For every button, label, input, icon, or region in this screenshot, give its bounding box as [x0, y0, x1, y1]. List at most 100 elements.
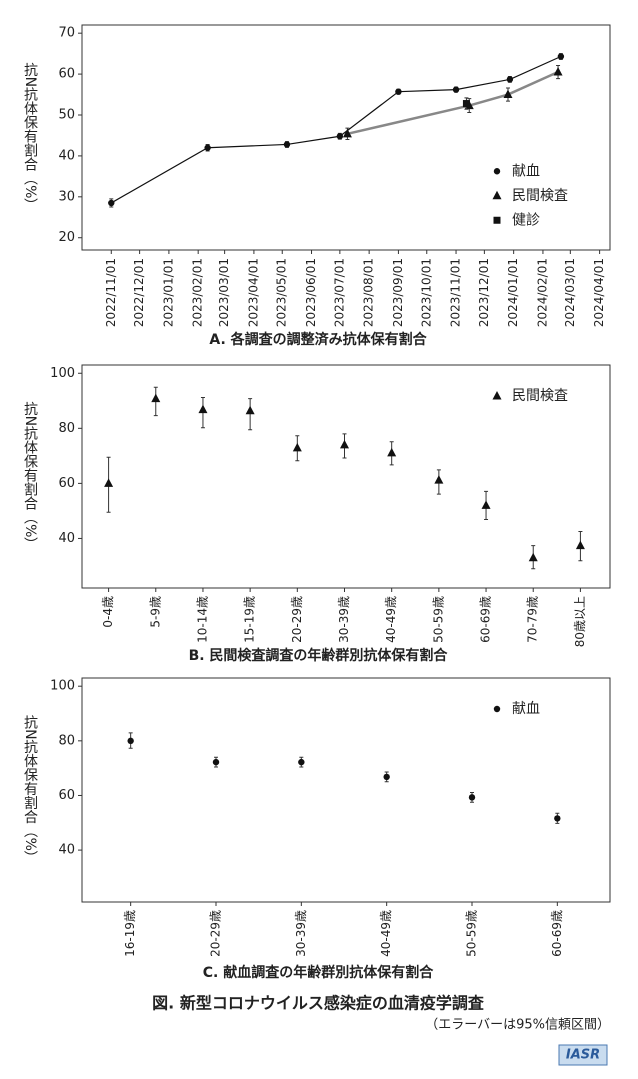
x-tick-label: 2023/11/01 [449, 258, 463, 327]
marker [462, 100, 470, 108]
x-tick-label: 16-19歳 [123, 910, 137, 957]
marker [554, 815, 561, 822]
legend-marker [492, 190, 502, 200]
x-tick-label: 60-69歳 [550, 910, 564, 957]
y-tick-label: 60 [58, 476, 75, 491]
marker [434, 475, 444, 484]
x-tick-label: 50-59歳 [431, 596, 445, 643]
x-tick-label: 30-39歳 [294, 910, 308, 957]
legend-marker [493, 705, 501, 713]
x-tick-label: 2023/12/01 [477, 258, 491, 327]
x-tick-label: 40-49歳 [379, 910, 393, 957]
figure-title: 図. 新型コロナウイルス感染症の血清疫学調査 [152, 994, 484, 1013]
plot-frame [81, 677, 611, 903]
marker [575, 540, 585, 550]
marker [292, 442, 302, 452]
marker [395, 88, 402, 95]
x-tick-label: 2024/04/01 [592, 258, 606, 327]
marker [298, 758, 305, 766]
logo-box [558, 1044, 608, 1066]
marker [468, 794, 476, 801]
y-tick-label: 100 [50, 679, 75, 694]
x-tick-label: 2022/12/01 [132, 258, 146, 327]
legend-marker [493, 168, 501, 175]
chart-title: A. 各調査の調整済み抗体保有割合 [209, 331, 427, 348]
marker [342, 128, 352, 138]
chart-title: C. 献血調査の年齢群別抗体保有割合 [203, 964, 434, 981]
x-tick-label: 2024/03/01 [563, 258, 577, 327]
x-tick-label: 0-4歳 [101, 596, 115, 628]
x-tick-label: 2023/04/01 [246, 258, 260, 327]
y-axis-label: 抗N抗体保有割合（%） [22, 715, 38, 865]
x-tick-label: 20-29歳 [290, 596, 304, 643]
x-tick-label: 5-9歳 [148, 596, 162, 628]
y-tick-label: 80 [58, 421, 75, 436]
y-tick-label: 30 [58, 189, 75, 204]
y-tick-label: 70 [58, 26, 75, 41]
y-tick-label: 40 [58, 531, 75, 546]
legend-label: 健診 [512, 212, 540, 228]
marker [557, 53, 565, 60]
y-tick-label: 40 [58, 843, 75, 858]
y-axis-label: 抗N抗体保有割合（%） [22, 402, 38, 552]
y-tick-label: 60 [58, 788, 75, 803]
y-tick-label: 80 [58, 733, 75, 748]
marker [340, 439, 349, 449]
legend-label: 民間検査 [512, 388, 568, 404]
x-tick-label: 2023/07/01 [332, 258, 346, 327]
y-tick-label: 20 [58, 230, 75, 245]
x-tick-label: 2023/06/01 [304, 258, 318, 327]
x-tick-label: 15-19歳 [243, 596, 257, 643]
marker [245, 405, 255, 415]
marker [204, 144, 211, 151]
x-tick-label: 2023/10/01 [419, 258, 433, 327]
x-tick-label: 2022/11/01 [104, 258, 118, 327]
legend-label: 献血 [512, 701, 540, 717]
x-tick-label: 50-59歳 [465, 910, 479, 957]
figure-note: （エラーバーは95%信頼区間） [425, 1018, 610, 1033]
y-tick-label: 100 [50, 366, 75, 381]
logo: IASR [566, 1048, 600, 1063]
y-tick-label: 50 [58, 108, 75, 123]
marker [481, 500, 491, 509]
y-tick-label: 40 [58, 148, 75, 163]
x-tick-label: 2023/02/01 [191, 258, 205, 327]
marker [212, 758, 220, 766]
marker [127, 737, 134, 745]
x-tick-label: 80歳以上 [573, 596, 587, 647]
marker [104, 478, 114, 487]
marker [452, 86, 460, 93]
y-axis-label: 抗N抗体保有割合（%） [22, 63, 38, 213]
x-tick-label: 10-14歳 [195, 596, 209, 643]
x-tick-label: 2024/01/01 [506, 258, 520, 327]
y-tick-label: 60 [58, 67, 75, 82]
x-tick-label: 20-29歳 [209, 910, 223, 957]
marker [387, 447, 397, 457]
plot-frame [81, 364, 611, 589]
marker [283, 141, 291, 148]
x-tick-label: 40-49歳 [384, 596, 398, 643]
marker [198, 404, 208, 414]
x-tick-label: 2023/03/01 [217, 258, 231, 327]
series-line [110, 55, 562, 204]
legend-marker [492, 391, 502, 400]
x-tick-label: 60-69歳 [479, 596, 493, 643]
x-tick-label: 2023/05/01 [275, 258, 289, 327]
series-line [347, 70, 559, 136]
x-tick-label: 70-79歳 [526, 596, 540, 643]
marker [108, 199, 115, 207]
marker [151, 393, 161, 403]
marker [336, 133, 344, 140]
x-tick-label: 2024/02/01 [535, 258, 549, 327]
plot-frame [81, 24, 611, 251]
legend-label: 民間検査 [512, 188, 568, 204]
marker [553, 67, 563, 76]
marker [528, 552, 538, 562]
x-tick-label: 30-39歳 [337, 596, 351, 643]
chart-title: B. 民間検査調査の年齢群別抗体保有割合 [189, 647, 449, 664]
legend-label: 献血 [512, 163, 540, 179]
x-tick-label: 2023/08/01 [362, 258, 376, 327]
x-tick-label: 2023/09/01 [391, 258, 405, 327]
marker [383, 773, 390, 781]
